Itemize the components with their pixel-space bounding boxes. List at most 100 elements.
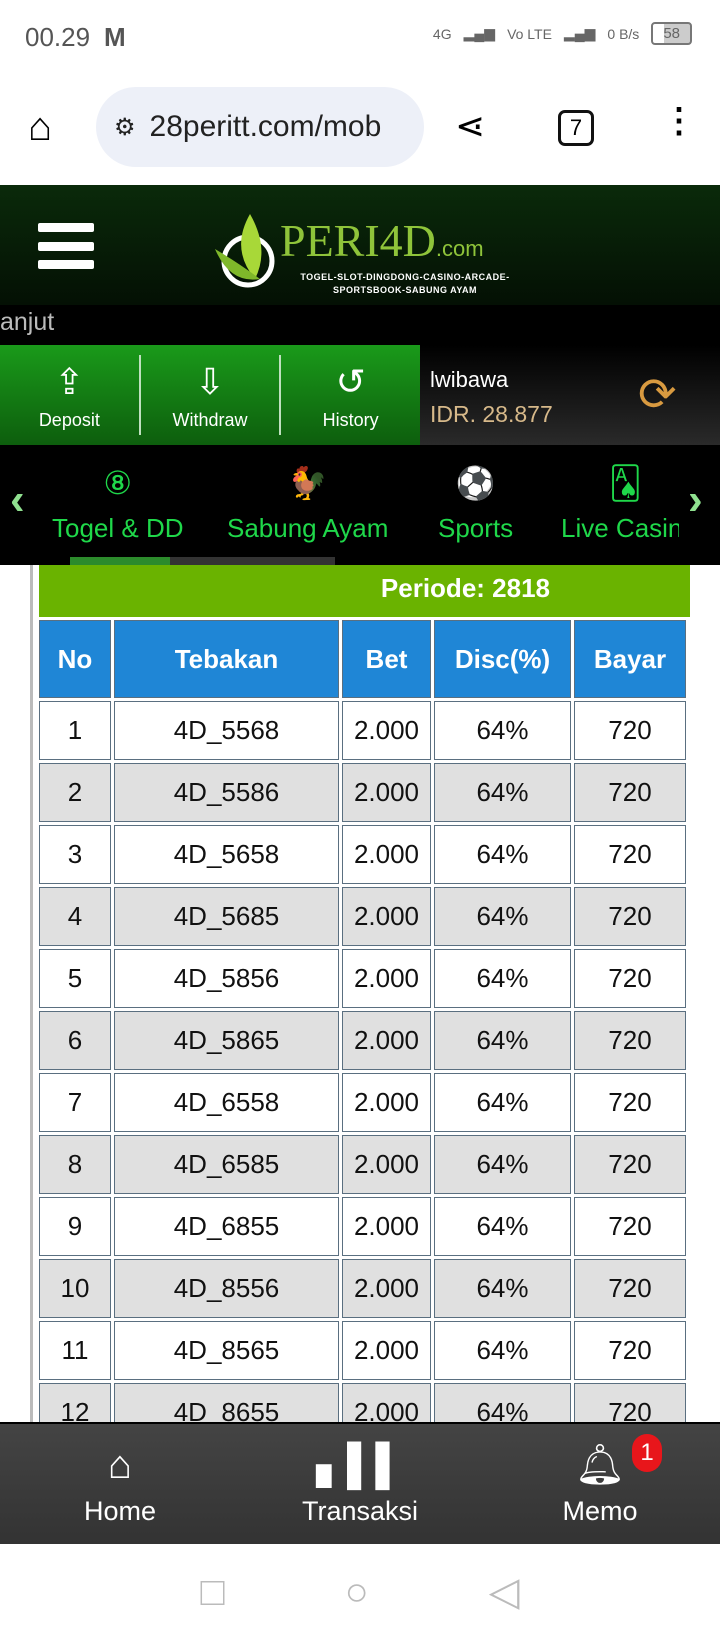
share-icon[interactable]: ⋖ [455, 105, 486, 146]
url-text[interactable]: 28peritt.com/mob [149, 110, 382, 143]
nav-transaksi[interactable]: ▖▌▌ Transaksi [301, 1442, 419, 1526]
col-bayar: Bayar [574, 620, 686, 698]
history-icon: ↺ [335, 360, 366, 402]
nav-home[interactable]: ⌂ Home [83, 1442, 157, 1526]
cell-disc: 64% [434, 701, 571, 760]
back-icon[interactable]: ◁ [488, 1570, 520, 1614]
tab-switcher-button[interactable]: 7 [558, 110, 594, 146]
bet-table-container: Periode: 2818 No Tebakan Bet Disc(%) Bay… [30, 565, 690, 1425]
table-row: 4 4D_5685 2.000 64% 720 [39, 887, 686, 946]
withdraw-icon: ⇩ [194, 360, 226, 402]
cell-bayar: 720 [574, 1259, 686, 1318]
chevron-right-icon[interactable]: › [688, 475, 703, 524]
home-icon[interactable]: ⌂ [28, 105, 53, 149]
cell-bet: 2.000 [342, 701, 431, 760]
deposit-icon: ⇪ [54, 360, 85, 402]
history-button[interactable]: ↺ History [322, 360, 379, 430]
deposit-button[interactable]: ⇪ Deposit [0, 355, 141, 435]
marquee-text: anjut [0, 305, 720, 345]
col-disc: Disc(%) [434, 620, 571, 698]
cell-bayar: 720 [574, 1197, 686, 1256]
volte-icon: Vo LTE [507, 25, 552, 42]
cell-bet: 2.000 [342, 1197, 431, 1256]
user-panel: lwibawa IDR. 28.877 ⟳ [420, 345, 720, 445]
chevron-left-icon[interactable]: ‹ [10, 475, 25, 524]
cell-no: 7 [39, 1073, 111, 1132]
category-sports[interactable]: ⚽ Sports [438, 465, 514, 543]
category-nav: ‹ ⑧ Togel & DD 🐓 Sabung Ayam ⚽ Sports 🂡 Live… [0, 445, 720, 565]
cell-bayar: 720 [574, 949, 686, 1008]
cell-bayar: 720 [574, 763, 686, 822]
cell-tebakan: 4D_8556 [114, 1259, 339, 1318]
signal-icon-2: ▂▄▆ [563, 25, 596, 41]
wallet-actions: ⇪ Deposit ⇩ Withdraw ↺ History [0, 345, 420, 445]
withdraw-button[interactable]: ⇩ Withdraw [141, 355, 282, 435]
recents-icon[interactable]: □ [200, 1569, 225, 1614]
cell-bet: 2.000 [342, 1135, 431, 1194]
bottom-nav: ⌂ Home ▖▌▌ Transaksi 🔔︎ Memo 1 [0, 1422, 720, 1544]
periode-banner: Periode: 2818 [39, 565, 690, 617]
category-togel[interactable]: ⑧ Togel & DD [52, 465, 184, 543]
col-bet: Bet [342, 620, 431, 698]
cell-disc: 64% [434, 887, 571, 946]
cell-bet: 2.000 [342, 1383, 431, 1425]
cell-bayar: 720 [574, 887, 686, 946]
cell-disc: 64% [434, 825, 571, 884]
cell-bet: 2.000 [342, 949, 431, 1008]
system-nav-bar: □ ○ ◁ [0, 1544, 720, 1640]
cell-no: 6 [39, 1011, 111, 1070]
cell-bayar: 720 [574, 1321, 686, 1380]
category-live-casino[interactable]: 🂡Live Casino [561, 465, 679, 543]
logo-wing-icon [215, 214, 275, 288]
table-header-row: No Tebakan Bet Disc(%) Bayar [39, 620, 686, 698]
cell-no: 3 [39, 825, 111, 884]
cell-bayar: 720 [574, 1383, 686, 1425]
cell-tebakan: 4D_5586 [114, 763, 339, 822]
bell-icon: 🔔︎ [574, 1442, 626, 1487]
cell-no: 8 [39, 1135, 111, 1194]
cell-tebakan: 4D_5568 [114, 701, 339, 760]
table-row: 1 4D_5568 2.000 64% 720 [39, 701, 686, 760]
scroll-indicator [70, 557, 335, 565]
signal-icon: ▂▄▆ [463, 25, 496, 41]
gmail-icon: M [104, 22, 126, 52]
col-tebakan: Tebakan [114, 620, 339, 698]
clock: 00.29 [25, 22, 91, 52]
cell-disc: 64% [434, 1011, 571, 1070]
bar-chart-icon: ▖▌▌ [316, 1442, 404, 1487]
cell-disc: 64% [434, 1073, 571, 1132]
cell-no: 12 [39, 1383, 111, 1425]
site-settings-icon[interactable]: ⚙ [114, 113, 136, 141]
cell-tebakan: 4D_6585 [114, 1135, 339, 1194]
table-row: 5 4D_5856 2.000 64% 720 [39, 949, 686, 1008]
address-bar[interactable]: ⚙ 28peritt.com/mob [96, 87, 424, 167]
cell-no: 11 [39, 1321, 111, 1380]
cell-bet: 2.000 [342, 1259, 431, 1318]
cell-tebakan: 4D_6855 [114, 1197, 339, 1256]
cell-no: 10 [39, 1259, 111, 1318]
balance: IDR. 28.877 [430, 401, 553, 427]
table-row: 3 4D_5658 2.000 64% 720 [39, 825, 686, 884]
notification-badge: 1 [632, 1434, 662, 1472]
cell-bayar: 720 [574, 825, 686, 884]
table-row: 7 4D_6558 2.000 64% 720 [39, 1073, 686, 1132]
hamburger-menu-icon[interactable] [38, 223, 94, 269]
cell-bet: 2.000 [342, 1011, 431, 1070]
cell-bet: 2.000 [342, 1321, 431, 1380]
nav-memo[interactable]: 🔔︎ Memo 1 [480, 1424, 720, 1544]
peri4d-logo[interactable]: PERI4D.com TOGEL-SLOT-DINGDONG-CASINO-AR… [210, 209, 520, 301]
cell-tebakan: 4D_8565 [114, 1321, 339, 1380]
home-circle-icon[interactable]: ○ [344, 1569, 369, 1614]
more-options-icon[interactable]: ⋮ [662, 102, 696, 140]
category-sabung-ayam[interactable]: 🐓 Sabung Ayam [227, 465, 389, 543]
cell-bet: 2.000 [342, 763, 431, 822]
cell-disc: 64% [434, 763, 571, 822]
table-row: 12 4D_8655 2.000 64% 720 [39, 1383, 686, 1425]
refresh-balance-icon[interactable]: ⟳ [638, 368, 677, 420]
username: lwibawa [430, 367, 509, 392]
table-row: 9 4D_6855 2.000 64% 720 [39, 1197, 686, 1256]
cell-tebakan: 4D_5856 [114, 949, 339, 1008]
cell-bet: 2.000 [342, 887, 431, 946]
soccer-ball-icon: ⚽ [455, 465, 496, 501]
cell-disc: 64% [434, 1383, 571, 1425]
